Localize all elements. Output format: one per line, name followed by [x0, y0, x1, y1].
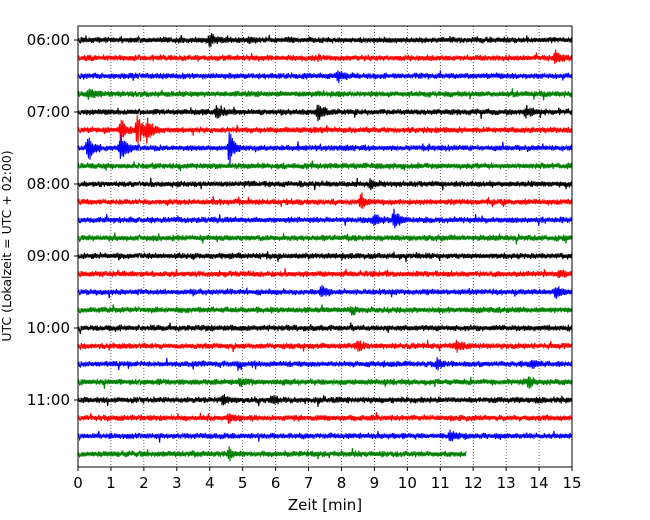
- trace-1100: [77, 393, 573, 407]
- trace-0900: [77, 251, 573, 263]
- y-tick-label: 06:00: [27, 31, 70, 49]
- x-tick-label: 13: [497, 474, 516, 492]
- trace-0830: [77, 208, 573, 229]
- trace-1115: [77, 412, 573, 424]
- x-tick-label: 5: [238, 474, 248, 492]
- y-tick-label: 07:00: [27, 103, 70, 121]
- y-axis: 06:00 07:00 08:00 09:00 10:00 11:00: [27, 31, 78, 409]
- trace-1145: [77, 446, 467, 462]
- x-tick-label: 9: [370, 474, 380, 492]
- y-axis-title: UTC (Lokalzeit = UTC + 02:00): [0, 150, 14, 341]
- x-tick-label: 10: [398, 474, 417, 492]
- trace-0630: [77, 70, 573, 84]
- trace-0600: [77, 33, 573, 48]
- x-tick-label: 3: [172, 474, 182, 492]
- trace-0800: [77, 177, 573, 191]
- y-tick-label: 08:00: [27, 175, 70, 193]
- x-tick-label: 7: [304, 474, 314, 492]
- trace-1000: [77, 322, 573, 334]
- traces-layer: [77, 33, 573, 462]
- x-tick-label: 12: [464, 474, 483, 492]
- trace-0730: [77, 132, 573, 165]
- x-tick-label: 4: [205, 474, 215, 492]
- y-tick-label: 09:00: [27, 247, 70, 265]
- x-tick-label: 14: [530, 474, 549, 492]
- x-tick-label: 6: [271, 474, 281, 492]
- x-tick-label: 2: [139, 474, 149, 492]
- trace-0645: [77, 88, 573, 101]
- trace-0845: [77, 232, 573, 245]
- trace-1130: [77, 429, 573, 443]
- trace-0930: [77, 285, 573, 299]
- trace-1045: [77, 376, 573, 389]
- x-tick-label: 1: [106, 474, 116, 492]
- x-tick-label: 0: [73, 474, 83, 492]
- x-axis: 0 1 2 3 4 5 6 7 8 9 10 11 12 13 14 15: [73, 467, 582, 492]
- x-tick-label: 11: [431, 474, 450, 492]
- trace-0715: [77, 115, 573, 145]
- trace-1015: [77, 339, 573, 353]
- y-tick-label: 11:00: [27, 391, 70, 409]
- trace-0815: [77, 192, 573, 209]
- trace-0915: [77, 267, 573, 279]
- x-tick-label: 8: [337, 474, 347, 492]
- plot-frame: [77, 25, 573, 468]
- trace-0700: [77, 104, 573, 122]
- trace-0745: [77, 160, 573, 172]
- trace-1030: [77, 357, 573, 371]
- x-tick-label: 15: [562, 474, 581, 492]
- trace-0615: [77, 49, 573, 65]
- trace-0945: [77, 304, 573, 316]
- x-axis-title: Zeit [min]: [288, 496, 362, 514]
- y-tick-label: 10:00: [27, 319, 70, 337]
